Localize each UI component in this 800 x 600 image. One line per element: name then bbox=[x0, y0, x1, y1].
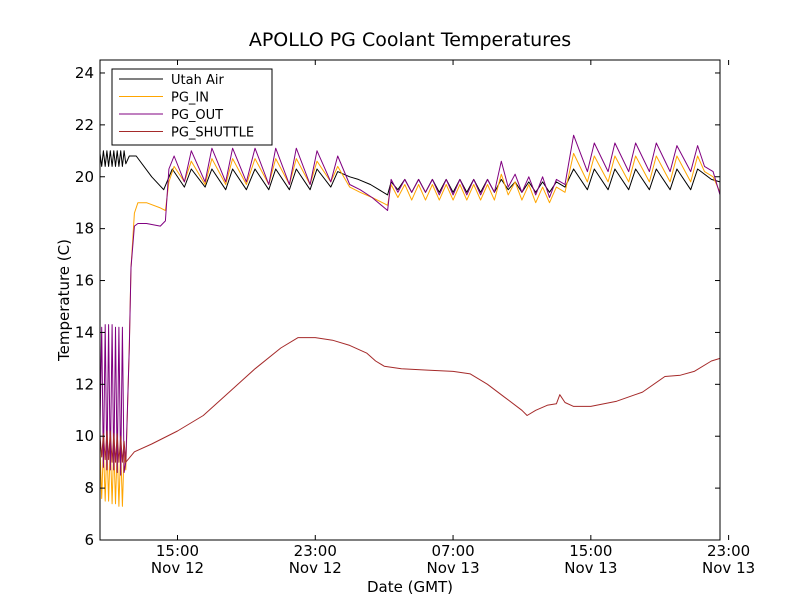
y-tick-label: 6 bbox=[84, 531, 94, 549]
x-tick-time-label: 23:00 bbox=[294, 542, 337, 560]
y-tick-label: 22 bbox=[75, 116, 94, 134]
legend-label: PG_SHUTTLE bbox=[171, 126, 254, 141]
y-tick-label: 12 bbox=[75, 375, 94, 393]
y-tick-label: 20 bbox=[75, 168, 94, 186]
x-tick-time-label: 23:00 bbox=[707, 542, 750, 560]
y-tick-label: 18 bbox=[75, 220, 94, 238]
y-tick-label: 8 bbox=[84, 479, 94, 497]
legend-frame bbox=[111, 68, 273, 146]
x-tick-date-label: Nov 13 bbox=[426, 559, 479, 577]
legend-label: PG_OUT bbox=[171, 108, 223, 123]
series-line-utah-air bbox=[99, 150, 721, 196]
x-axis-label: Date (GMT) bbox=[367, 578, 453, 596]
y-axis-label: Temperature (C) bbox=[55, 239, 73, 362]
y-tick-label: 24 bbox=[75, 64, 94, 82]
legend: Utah Air PG_IN PG_OUT PG_SHUTTLE bbox=[111, 68, 273, 146]
chart-title: APOLLO PG Coolant Temperatures bbox=[249, 29, 571, 51]
legend-label: Utah Air bbox=[171, 73, 224, 88]
y-tick-label: 14 bbox=[75, 323, 94, 341]
plot-frame bbox=[99, 59, 721, 541]
series-line-pg-out bbox=[99, 134, 721, 476]
x-tick-time-label: 07:00 bbox=[431, 542, 474, 560]
y-axis: 6 8 10 12 14 16 18 20 22 24 bbox=[75, 64, 720, 549]
x-tick-date-label: Nov 13 bbox=[702, 559, 755, 577]
x-tick-time-label: 15:00 bbox=[569, 542, 612, 560]
legend-label: PG_IN bbox=[171, 91, 209, 106]
y-tick-label: 10 bbox=[75, 427, 94, 445]
series-layer bbox=[99, 134, 721, 507]
series-line-pg-shuttle bbox=[99, 337, 721, 463]
y-tick-label: 16 bbox=[75, 272, 94, 290]
x-tick-date-label: Nov 12 bbox=[289, 559, 342, 577]
x-tick-date-label: Nov 12 bbox=[151, 559, 204, 577]
x-tick-time-label: 15:00 bbox=[156, 542, 199, 560]
x-tick-date-label: Nov 13 bbox=[564, 559, 617, 577]
